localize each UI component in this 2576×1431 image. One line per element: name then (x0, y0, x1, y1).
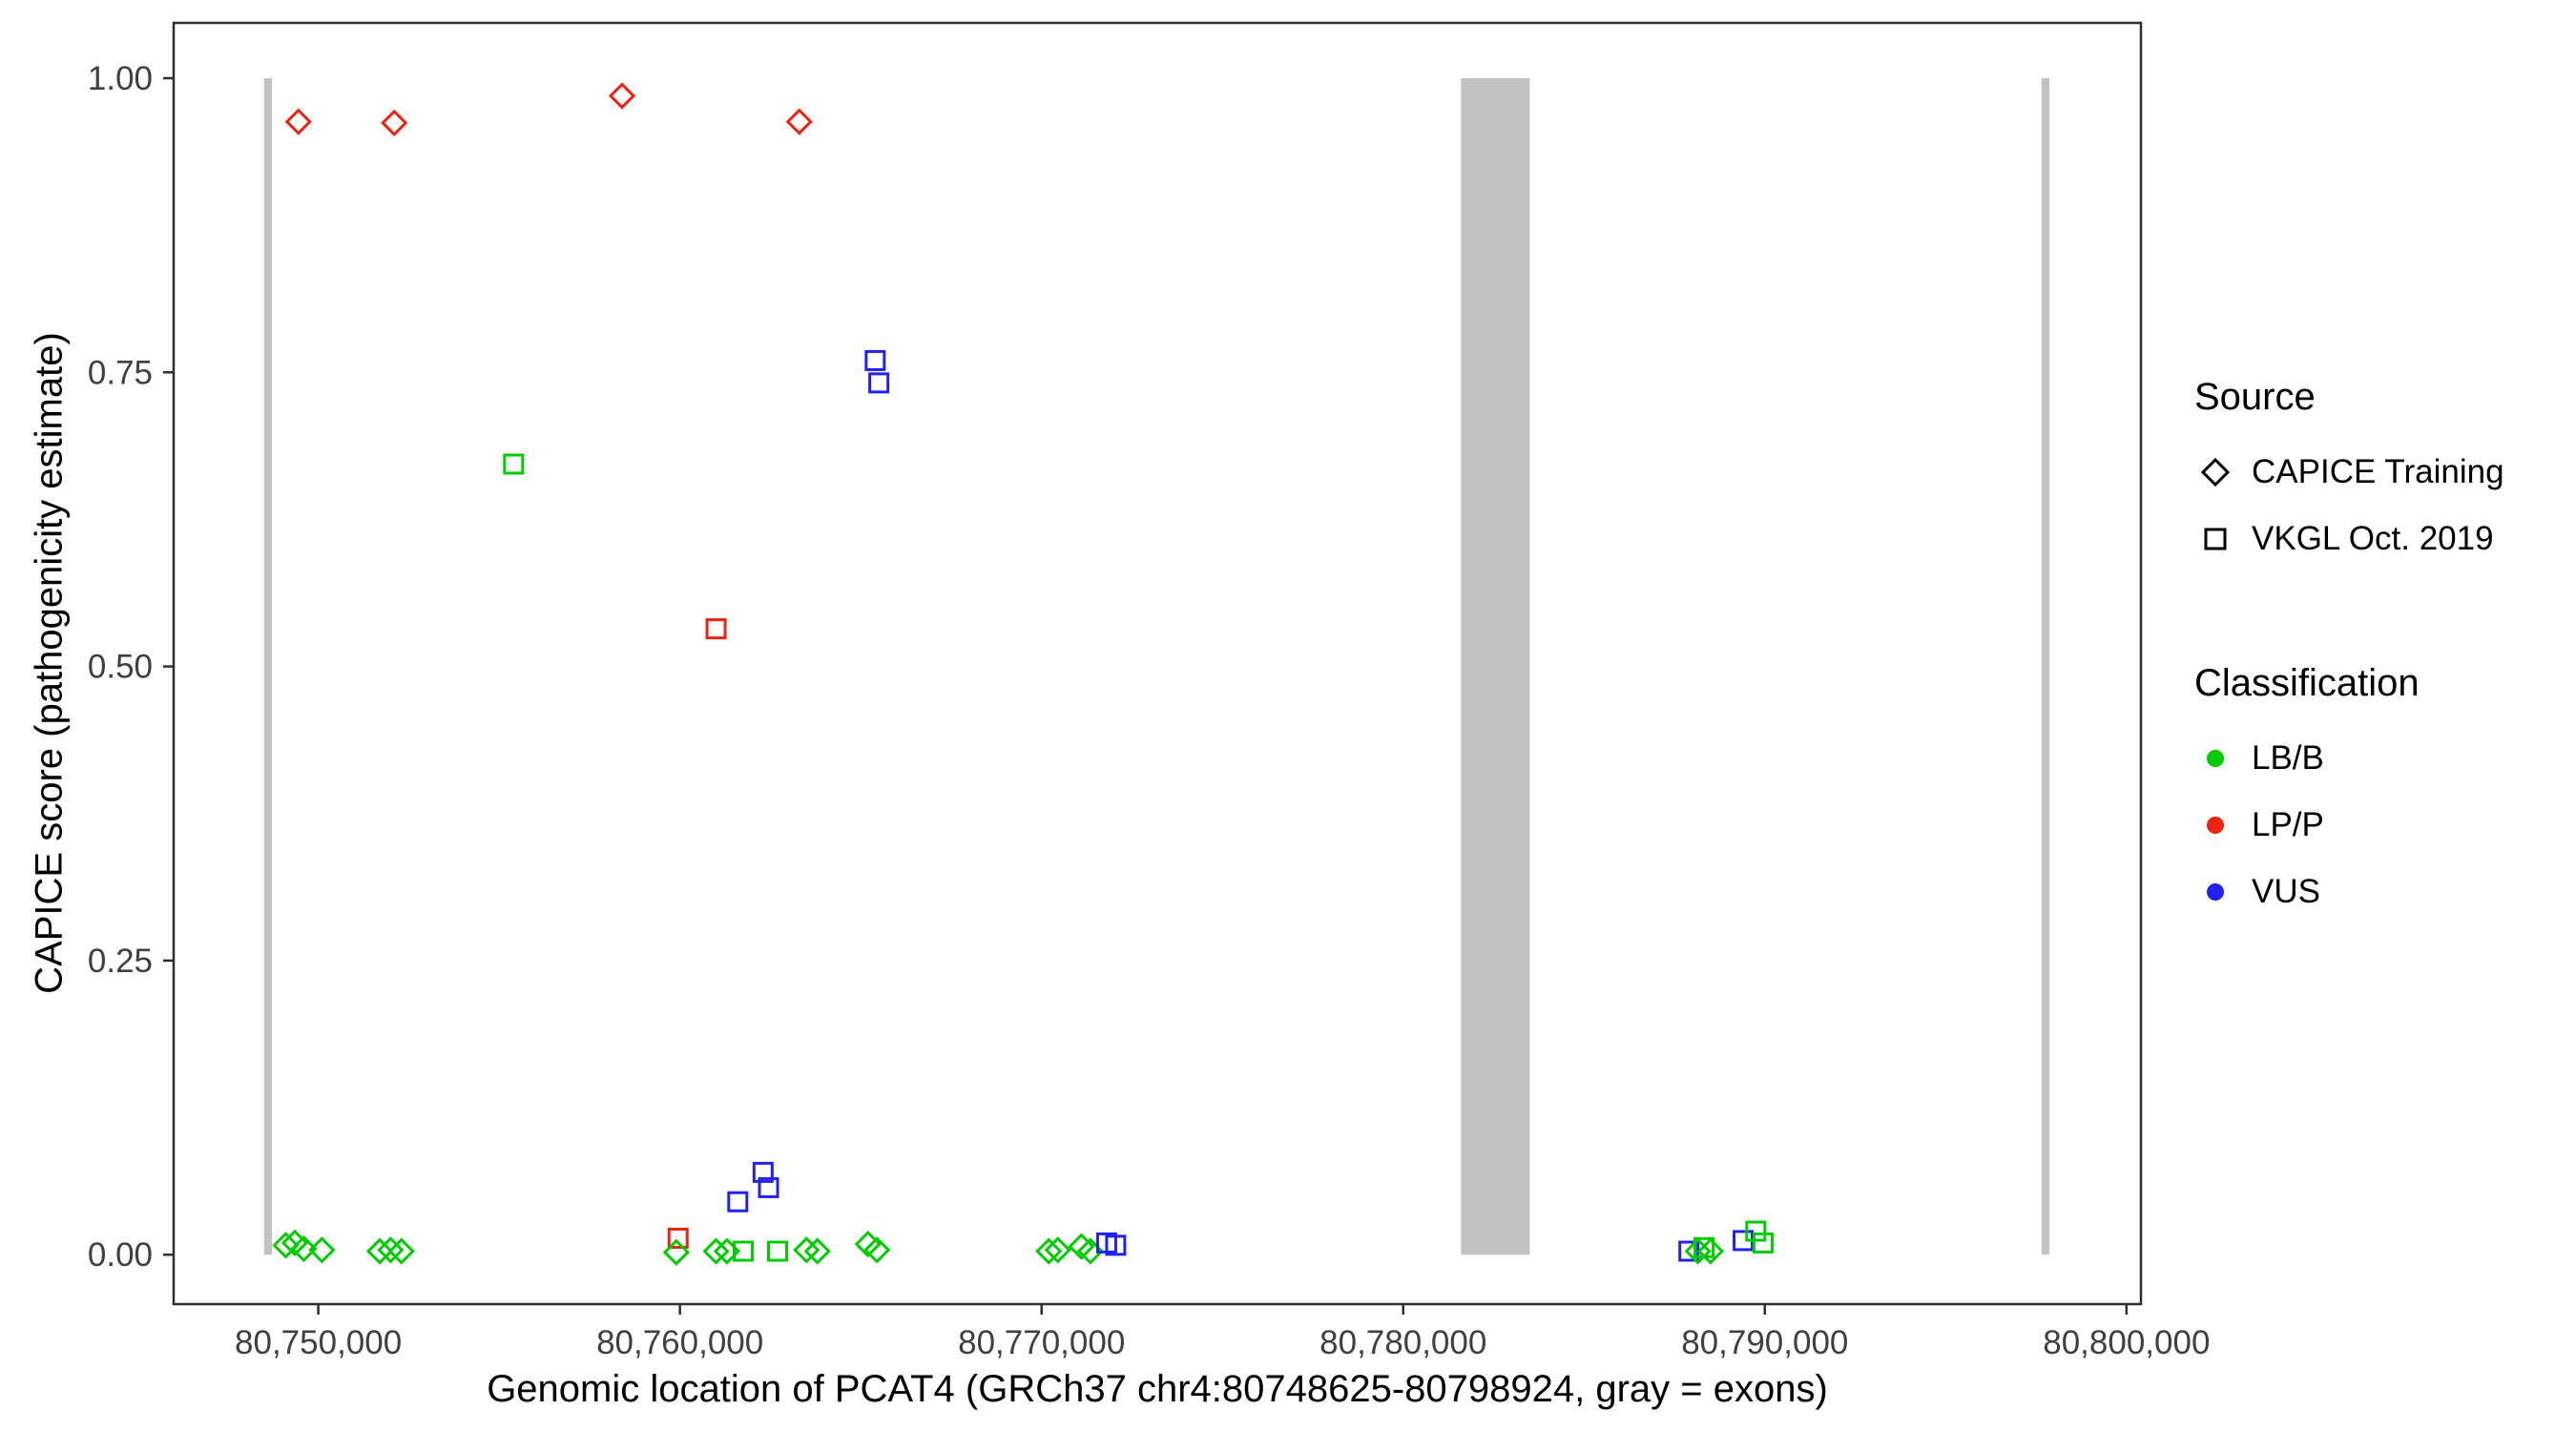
x-axis-tick-label: 80,780,000 (1319, 1324, 1486, 1361)
x-axis-title: Genomic location of PCAT4 (GRCh37 chr4:8… (487, 1368, 1828, 1410)
data-point-diamond (1035, 1237, 1063, 1265)
data-point-diamond (387, 1237, 415, 1265)
data-point-diamond (803, 1237, 831, 1265)
legend-source-group: Source CAPICE Training VKGL Oct. 2019 (2194, 374, 2504, 572)
data-point-diamond (785, 108, 813, 135)
exon-bar (263, 77, 273, 1255)
data-point-diamond (702, 1237, 730, 1265)
y-axis-tick-label: 0.00 (88, 1236, 153, 1274)
legend-item-vus: VUS (2194, 859, 2504, 925)
exon-bar (1461, 77, 1530, 1255)
legend-classification-title: Classification (2194, 662, 2420, 704)
legend-item-lbb: LB/B (2194, 725, 2504, 792)
legend-item-vkgl: VKGL Oct. 2019 (2194, 506, 2504, 572)
data-point-square (767, 1240, 789, 1262)
data-point-diamond (290, 1234, 318, 1263)
data-point-diamond (1684, 1237, 1712, 1265)
data-point-square (732, 1240, 754, 1262)
y-axis-title: CAPICE score (pathogenicity estimate) (28, 332, 71, 994)
legend-item-label: VUS (2252, 873, 2320, 910)
legend-item-label: LP/P (2252, 806, 2324, 843)
data-point-diamond (381, 109, 408, 136)
data-point-diamond (365, 1237, 394, 1265)
data-point-diamond (377, 1236, 405, 1264)
legend-source-title: Source (2194, 376, 2316, 418)
y-axis-tick-label: 0.50 (88, 649, 153, 686)
red-dot-icon (2207, 817, 2224, 834)
data-point-square (868, 372, 890, 394)
data-point-square (727, 1191, 749, 1213)
x-axis-tick-label: 80,750,000 (235, 1324, 402, 1361)
x-axis-tick-label: 80,800,000 (2043, 1324, 2210, 1361)
data-point-diamond (863, 1236, 891, 1264)
data-point-diamond (1044, 1236, 1071, 1264)
data-point-diamond (272, 1232, 300, 1259)
legend-item-label: LB/B (2252, 739, 2324, 777)
data-point-square (1105, 1234, 1127, 1256)
x-axis-tick-label: 80,760,000 (596, 1324, 763, 1361)
panel-border (172, 21, 2143, 1306)
data-point-diamond (308, 1236, 336, 1264)
data-point-diamond (793, 1236, 821, 1264)
square-icon (2204, 528, 2227, 550)
y-axis-tick-label: 0.75 (88, 354, 153, 391)
blue-dot-icon (2207, 883, 2224, 901)
legend-item-label: VKGL Oct. 2019 (2252, 520, 2494, 557)
data-point-diamond (662, 1238, 690, 1266)
data-point-square (1752, 1232, 1774, 1254)
data-point-diamond (1696, 1237, 1725, 1265)
data-point-square (758, 1176, 779, 1198)
diamond-icon (2200, 457, 2231, 487)
x-axis-tick-label: 80,790,000 (1681, 1324, 1848, 1361)
data-point-square (1745, 1220, 1767, 1242)
legend: Source CAPICE Training VKGL Oct. 2019 Cl… (2194, 374, 2504, 925)
exon-bar (2041, 77, 2050, 1255)
legend-item-label: CAPICE Training (2252, 453, 2504, 490)
legend-item-lpp: LP/P (2194, 792, 2504, 859)
green-dot-icon (2207, 750, 2224, 767)
legend-item-capice-training: CAPICE Training (2194, 439, 2504, 506)
y-axis-tick-label: 0.25 (88, 943, 153, 980)
data-point-square (752, 1161, 774, 1183)
data-point-square (864, 349, 886, 371)
data-point-square (705, 618, 727, 640)
data-point-diamond (284, 108, 312, 135)
x-axis-tick-label: 80,770,000 (958, 1324, 1125, 1361)
legend-classification-group: Classification LB/B LP/P VUS (2194, 660, 2504, 925)
y-axis-tick-label: 1.00 (88, 60, 153, 97)
data-point-square (503, 453, 525, 475)
data-point-diamond (608, 82, 636, 110)
data-point-square (667, 1227, 689, 1249)
